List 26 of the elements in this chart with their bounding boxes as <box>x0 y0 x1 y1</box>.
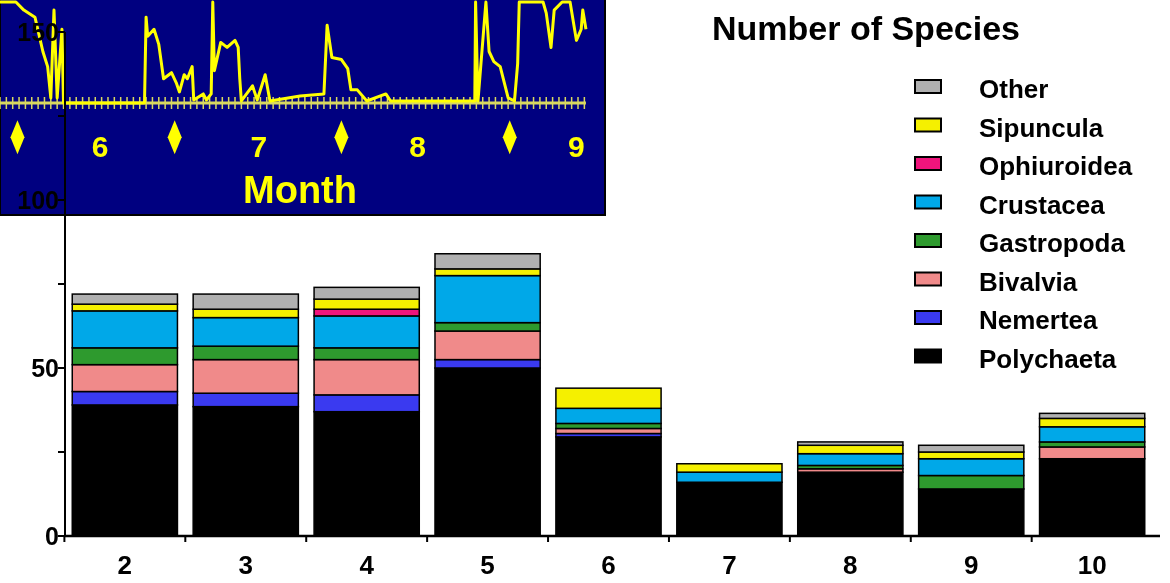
x-axis-title: Month <box>243 169 357 211</box>
x-tick-label: 8 <box>843 550 858 580</box>
x-tick-label: 6 <box>91 130 109 163</box>
x-tick-label: 7 <box>250 130 268 163</box>
legend-label: Sipuncula <box>979 112 1104 143</box>
legend-label: Ophiuroidea <box>979 151 1133 181</box>
x-tick-label: 3 <box>238 550 253 580</box>
chart-title: Number of Species <box>712 9 1020 47</box>
legend-label: Crustacea <box>979 189 1106 220</box>
x-tick-label: 7 <box>722 550 737 580</box>
x-tick-label: 4 <box>359 550 375 580</box>
y-tick-label: 50 <box>31 354 59 382</box>
x-tick-label: 6 <box>601 550 616 580</box>
y-tick-label: 0 <box>45 522 59 550</box>
x-tick-label: 8 <box>409 130 426 163</box>
x-tick-label: 9 <box>964 550 979 580</box>
x-tick-label: 9 <box>568 130 585 163</box>
legend-label: Nemertea <box>979 305 1099 335</box>
x-tick-label: 10 <box>1077 550 1107 580</box>
legend-label: Other <box>979 74 1049 104</box>
x-tick-label: 2 <box>117 550 133 580</box>
legend-label: Gastropoda <box>979 228 1126 258</box>
legend-label: Polychaeta <box>979 343 1117 374</box>
legend-label: Bivalvia <box>979 266 1078 297</box>
y-tick-label: 100 <box>17 186 59 214</box>
x-tick-label: 5 <box>480 550 495 580</box>
